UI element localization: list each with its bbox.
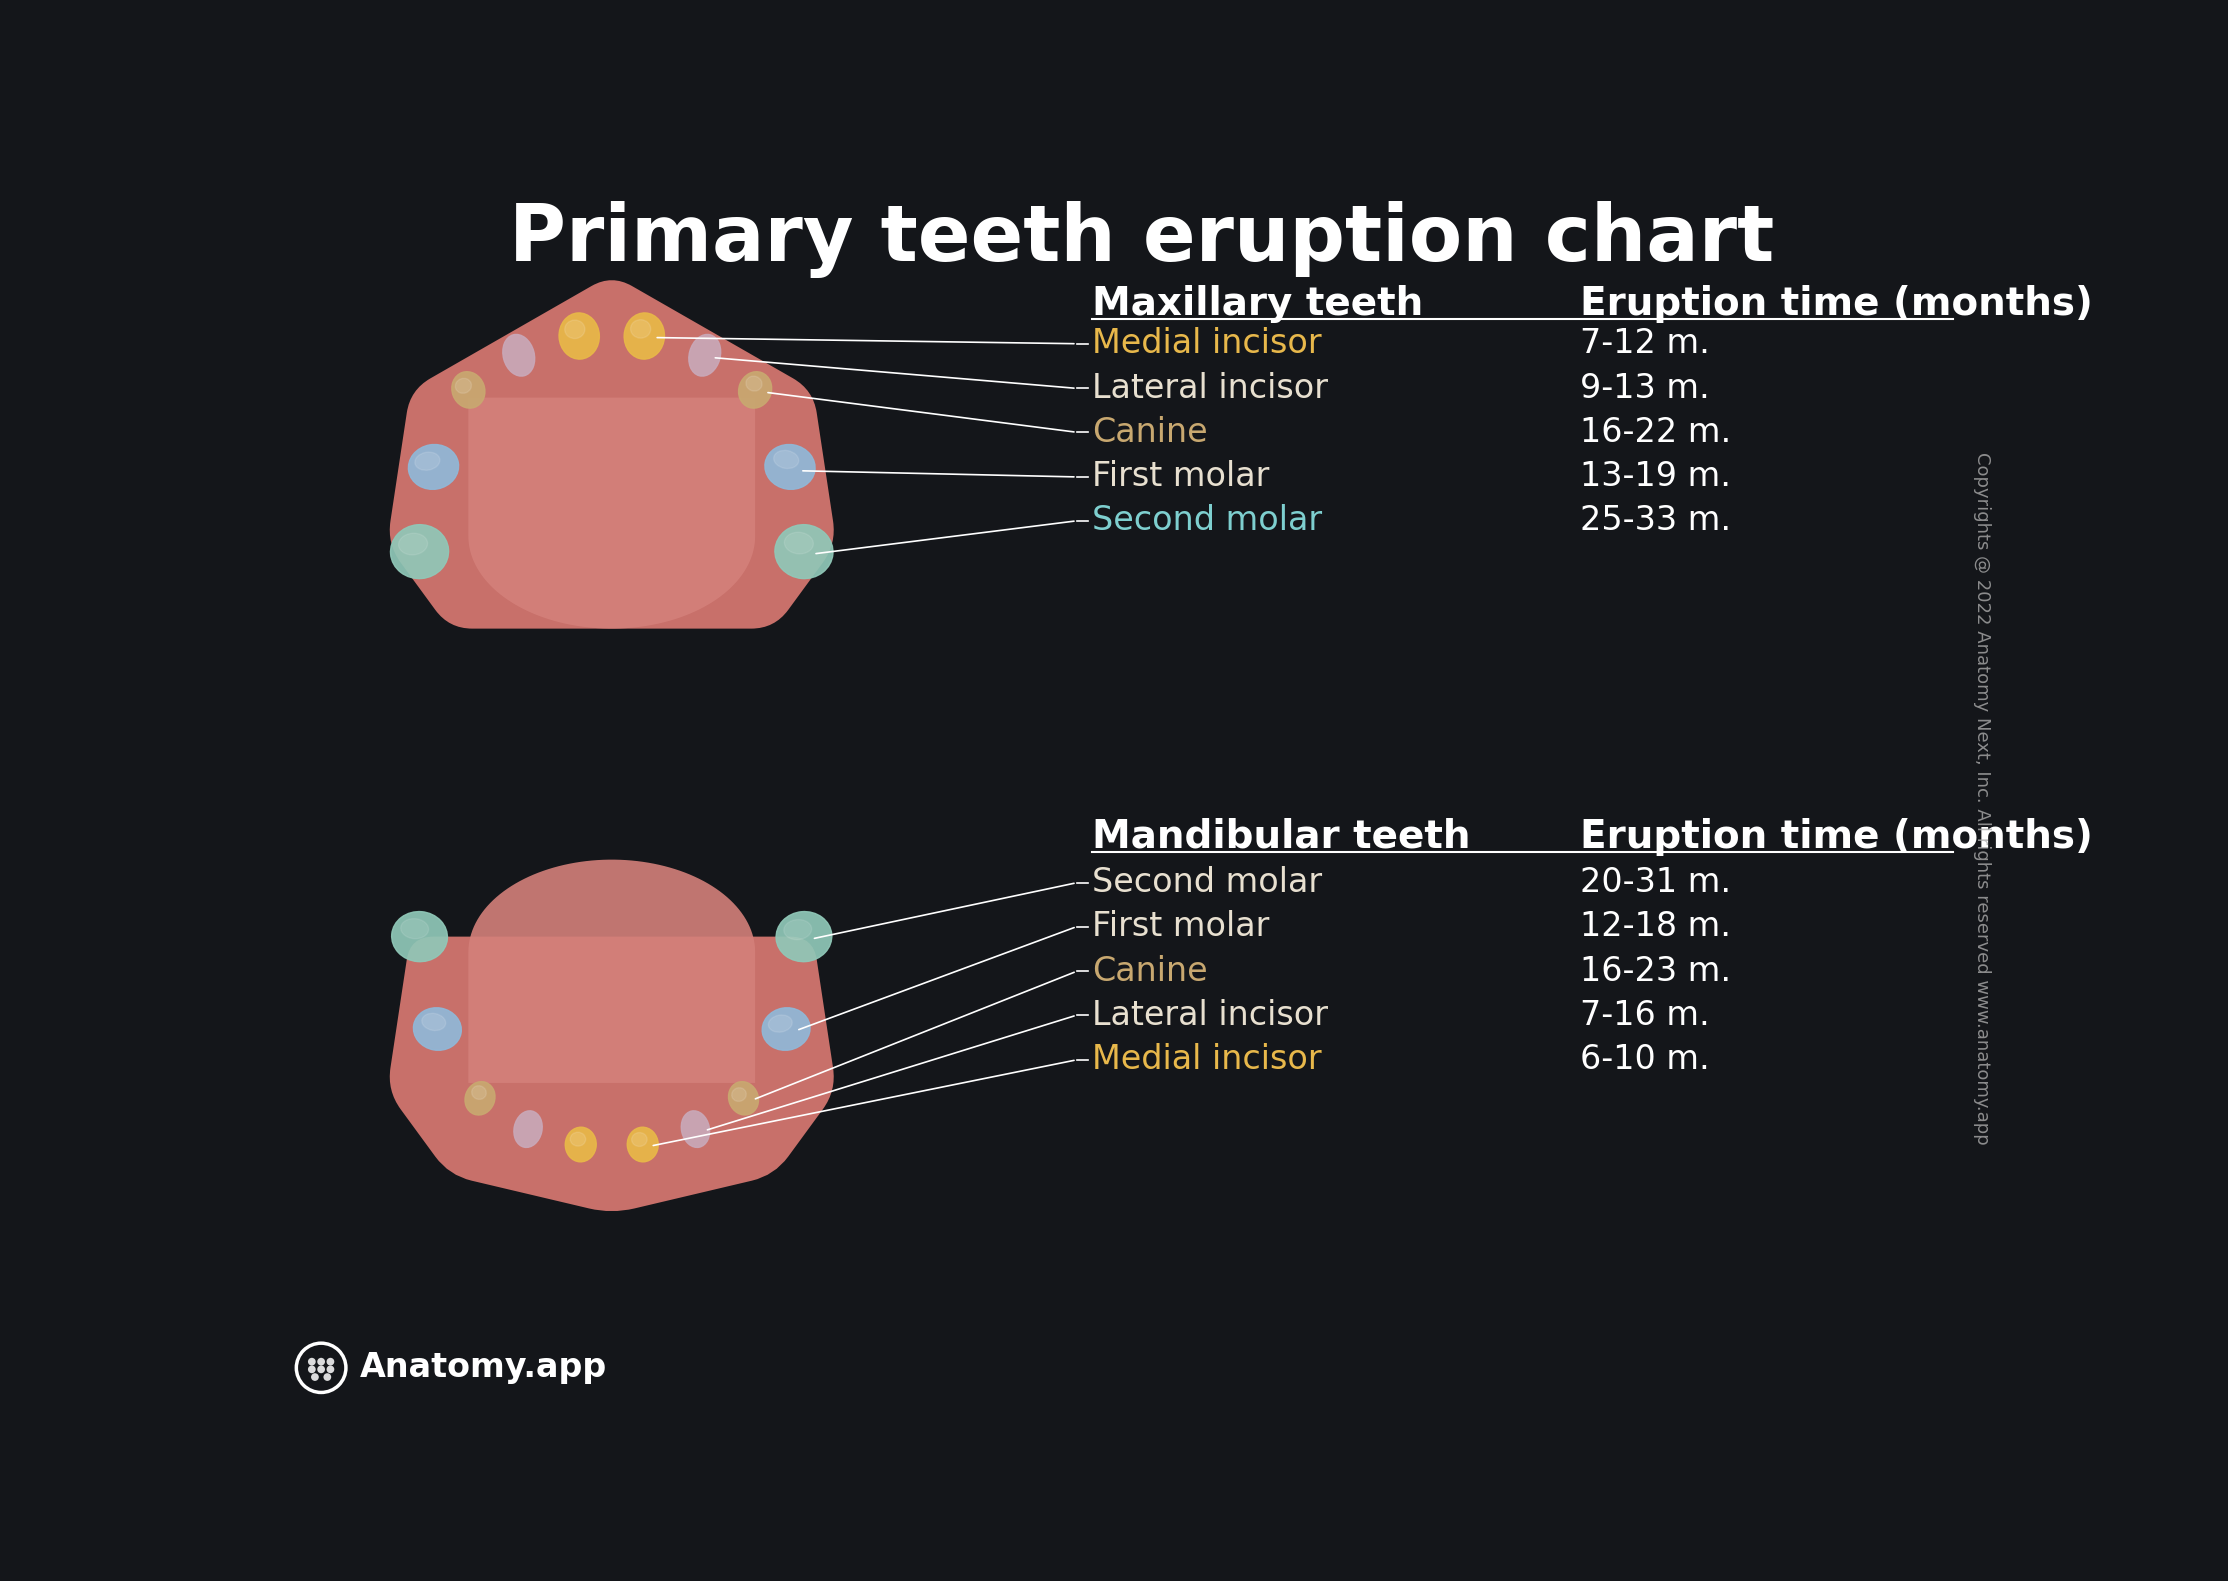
Ellipse shape xyxy=(682,1111,711,1148)
Ellipse shape xyxy=(401,919,428,939)
Text: Canine: Canine xyxy=(1092,416,1208,449)
Ellipse shape xyxy=(399,533,428,555)
PathPatch shape xyxy=(390,280,833,629)
Circle shape xyxy=(328,1366,334,1374)
Ellipse shape xyxy=(392,912,448,961)
Ellipse shape xyxy=(746,376,762,391)
Ellipse shape xyxy=(729,1081,758,1115)
Ellipse shape xyxy=(515,1111,541,1148)
Text: 20-31 m.: 20-31 m. xyxy=(1580,866,1731,900)
Text: Medial incisor: Medial incisor xyxy=(1092,327,1321,360)
Text: Medial incisor: Medial incisor xyxy=(1092,1043,1321,1077)
Ellipse shape xyxy=(784,533,813,553)
Text: Second molar: Second molar xyxy=(1092,504,1323,538)
Text: Lateral incisor: Lateral incisor xyxy=(1092,372,1328,405)
Circle shape xyxy=(307,1358,316,1366)
Text: Primary teeth eruption chart: Primary teeth eruption chart xyxy=(510,201,1773,278)
Text: Maxillary teeth: Maxillary teeth xyxy=(1092,285,1424,323)
Circle shape xyxy=(307,1366,316,1374)
Ellipse shape xyxy=(764,444,815,490)
Ellipse shape xyxy=(466,1081,495,1115)
Ellipse shape xyxy=(472,1086,486,1099)
PathPatch shape xyxy=(390,936,833,1211)
Text: Canine: Canine xyxy=(1092,955,1208,988)
Text: Eruption time (months): Eruption time (months) xyxy=(1580,817,2094,855)
Ellipse shape xyxy=(624,313,664,359)
Ellipse shape xyxy=(390,525,448,579)
Text: 7-16 m.: 7-16 m. xyxy=(1580,999,1711,1032)
Text: First molar: First molar xyxy=(1092,911,1270,944)
Text: First molar: First molar xyxy=(1092,460,1270,493)
Ellipse shape xyxy=(504,335,535,376)
Text: 16-23 m.: 16-23 m. xyxy=(1580,955,1731,988)
Ellipse shape xyxy=(737,372,771,408)
Text: Eruption time (months): Eruption time (months) xyxy=(1580,285,2094,323)
Ellipse shape xyxy=(566,1127,597,1162)
Ellipse shape xyxy=(631,319,651,338)
Ellipse shape xyxy=(564,319,586,338)
Ellipse shape xyxy=(688,335,720,376)
Ellipse shape xyxy=(775,912,831,961)
Polygon shape xyxy=(468,397,755,629)
Text: Copyrights @ 2022 Anatomy Next, Inc. All rights reserved www.anatomy.app: Copyrights @ 2022 Anatomy Next, Inc. All… xyxy=(1974,452,1992,1145)
Circle shape xyxy=(328,1358,334,1366)
Ellipse shape xyxy=(731,1088,746,1102)
Ellipse shape xyxy=(631,1132,646,1146)
Ellipse shape xyxy=(452,372,486,408)
Text: 12-18 m.: 12-18 m. xyxy=(1580,911,1731,944)
Ellipse shape xyxy=(414,452,439,470)
Text: 7-12 m.: 7-12 m. xyxy=(1580,327,1711,360)
Ellipse shape xyxy=(773,451,798,468)
Text: Anatomy.app: Anatomy.app xyxy=(361,1352,606,1385)
Text: Second molar: Second molar xyxy=(1092,866,1323,900)
Text: 9-13 m.: 9-13 m. xyxy=(1580,372,1711,405)
Text: 6-10 m.: 6-10 m. xyxy=(1580,1043,1711,1077)
Ellipse shape xyxy=(570,1132,586,1146)
Ellipse shape xyxy=(414,1007,461,1050)
Text: 16-22 m.: 16-22 m. xyxy=(1580,416,1731,449)
Text: 25-33 m.: 25-33 m. xyxy=(1580,504,1731,538)
Text: Lateral incisor: Lateral incisor xyxy=(1092,999,1328,1032)
Ellipse shape xyxy=(421,1013,446,1031)
Ellipse shape xyxy=(762,1007,811,1050)
Ellipse shape xyxy=(775,525,833,579)
Circle shape xyxy=(316,1366,325,1374)
Ellipse shape xyxy=(455,378,472,394)
Circle shape xyxy=(312,1374,319,1380)
Ellipse shape xyxy=(408,444,459,490)
Text: 13-19 m.: 13-19 m. xyxy=(1580,460,1731,493)
Circle shape xyxy=(316,1358,325,1366)
Ellipse shape xyxy=(769,1015,793,1032)
Ellipse shape xyxy=(628,1127,657,1162)
Circle shape xyxy=(323,1374,332,1380)
Ellipse shape xyxy=(784,920,811,939)
Polygon shape xyxy=(468,860,755,1083)
Ellipse shape xyxy=(559,313,599,359)
Text: Mandibular teeth: Mandibular teeth xyxy=(1092,817,1470,855)
